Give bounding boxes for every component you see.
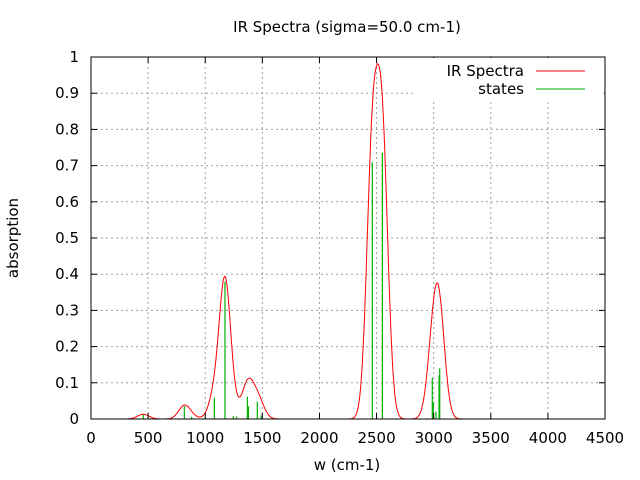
- x-tick-label: 1500: [243, 429, 281, 447]
- x-tick-label: 2000: [300, 429, 338, 447]
- y-axis-label: absorption: [4, 198, 22, 278]
- x-tick-label: 500: [134, 429, 163, 447]
- y-tick-label: 0.2: [55, 338, 79, 356]
- states-impulses: [142, 152, 441, 419]
- x-tick-label: 3000: [415, 429, 453, 447]
- y-tick-label: 0: [69, 410, 79, 428]
- x-tick-label: 3500: [472, 429, 510, 447]
- y-tick-label: 0.1: [55, 374, 79, 392]
- grid-lines: [91, 57, 605, 419]
- axis-ticks: 0 500 1000 1500 2000 2500 3000 3500 4000 4500 0 0.1…: [55, 48, 624, 447]
- ir-spectra-line: [102, 63, 468, 420]
- x-tick-label: 2500: [357, 429, 395, 447]
- y-tick-label: 0.6: [55, 193, 79, 211]
- x-axis-label: w (cm-1): [314, 456, 381, 474]
- y-tick-label: 0.4: [55, 265, 79, 283]
- y-tick-label: 0.9: [55, 84, 79, 102]
- y-tick-label: 0.3: [55, 301, 79, 319]
- y-tick-label: 0.8: [55, 120, 79, 138]
- x-tick-label: 1000: [186, 429, 224, 447]
- y-tick-label: 0.5: [55, 229, 79, 247]
- legend: IR Spectra states: [416, 58, 604, 100]
- x-tick-label: 0: [86, 429, 96, 447]
- y-tick-label: 1: [69, 48, 79, 66]
- y-tick-label: 0.7: [55, 157, 79, 175]
- legend-label-ir-spectra: IR Spectra: [447, 62, 524, 80]
- legend-background: [416, 58, 604, 100]
- plot-frame: [90, 56, 606, 420]
- legend-label-states: states: [478, 80, 524, 98]
- chart-title: IR Spectra (sigma=50.0 cm-1): [233, 18, 461, 36]
- x-tick-label: 4000: [529, 429, 567, 447]
- x-tick-label: 4500: [586, 429, 624, 447]
